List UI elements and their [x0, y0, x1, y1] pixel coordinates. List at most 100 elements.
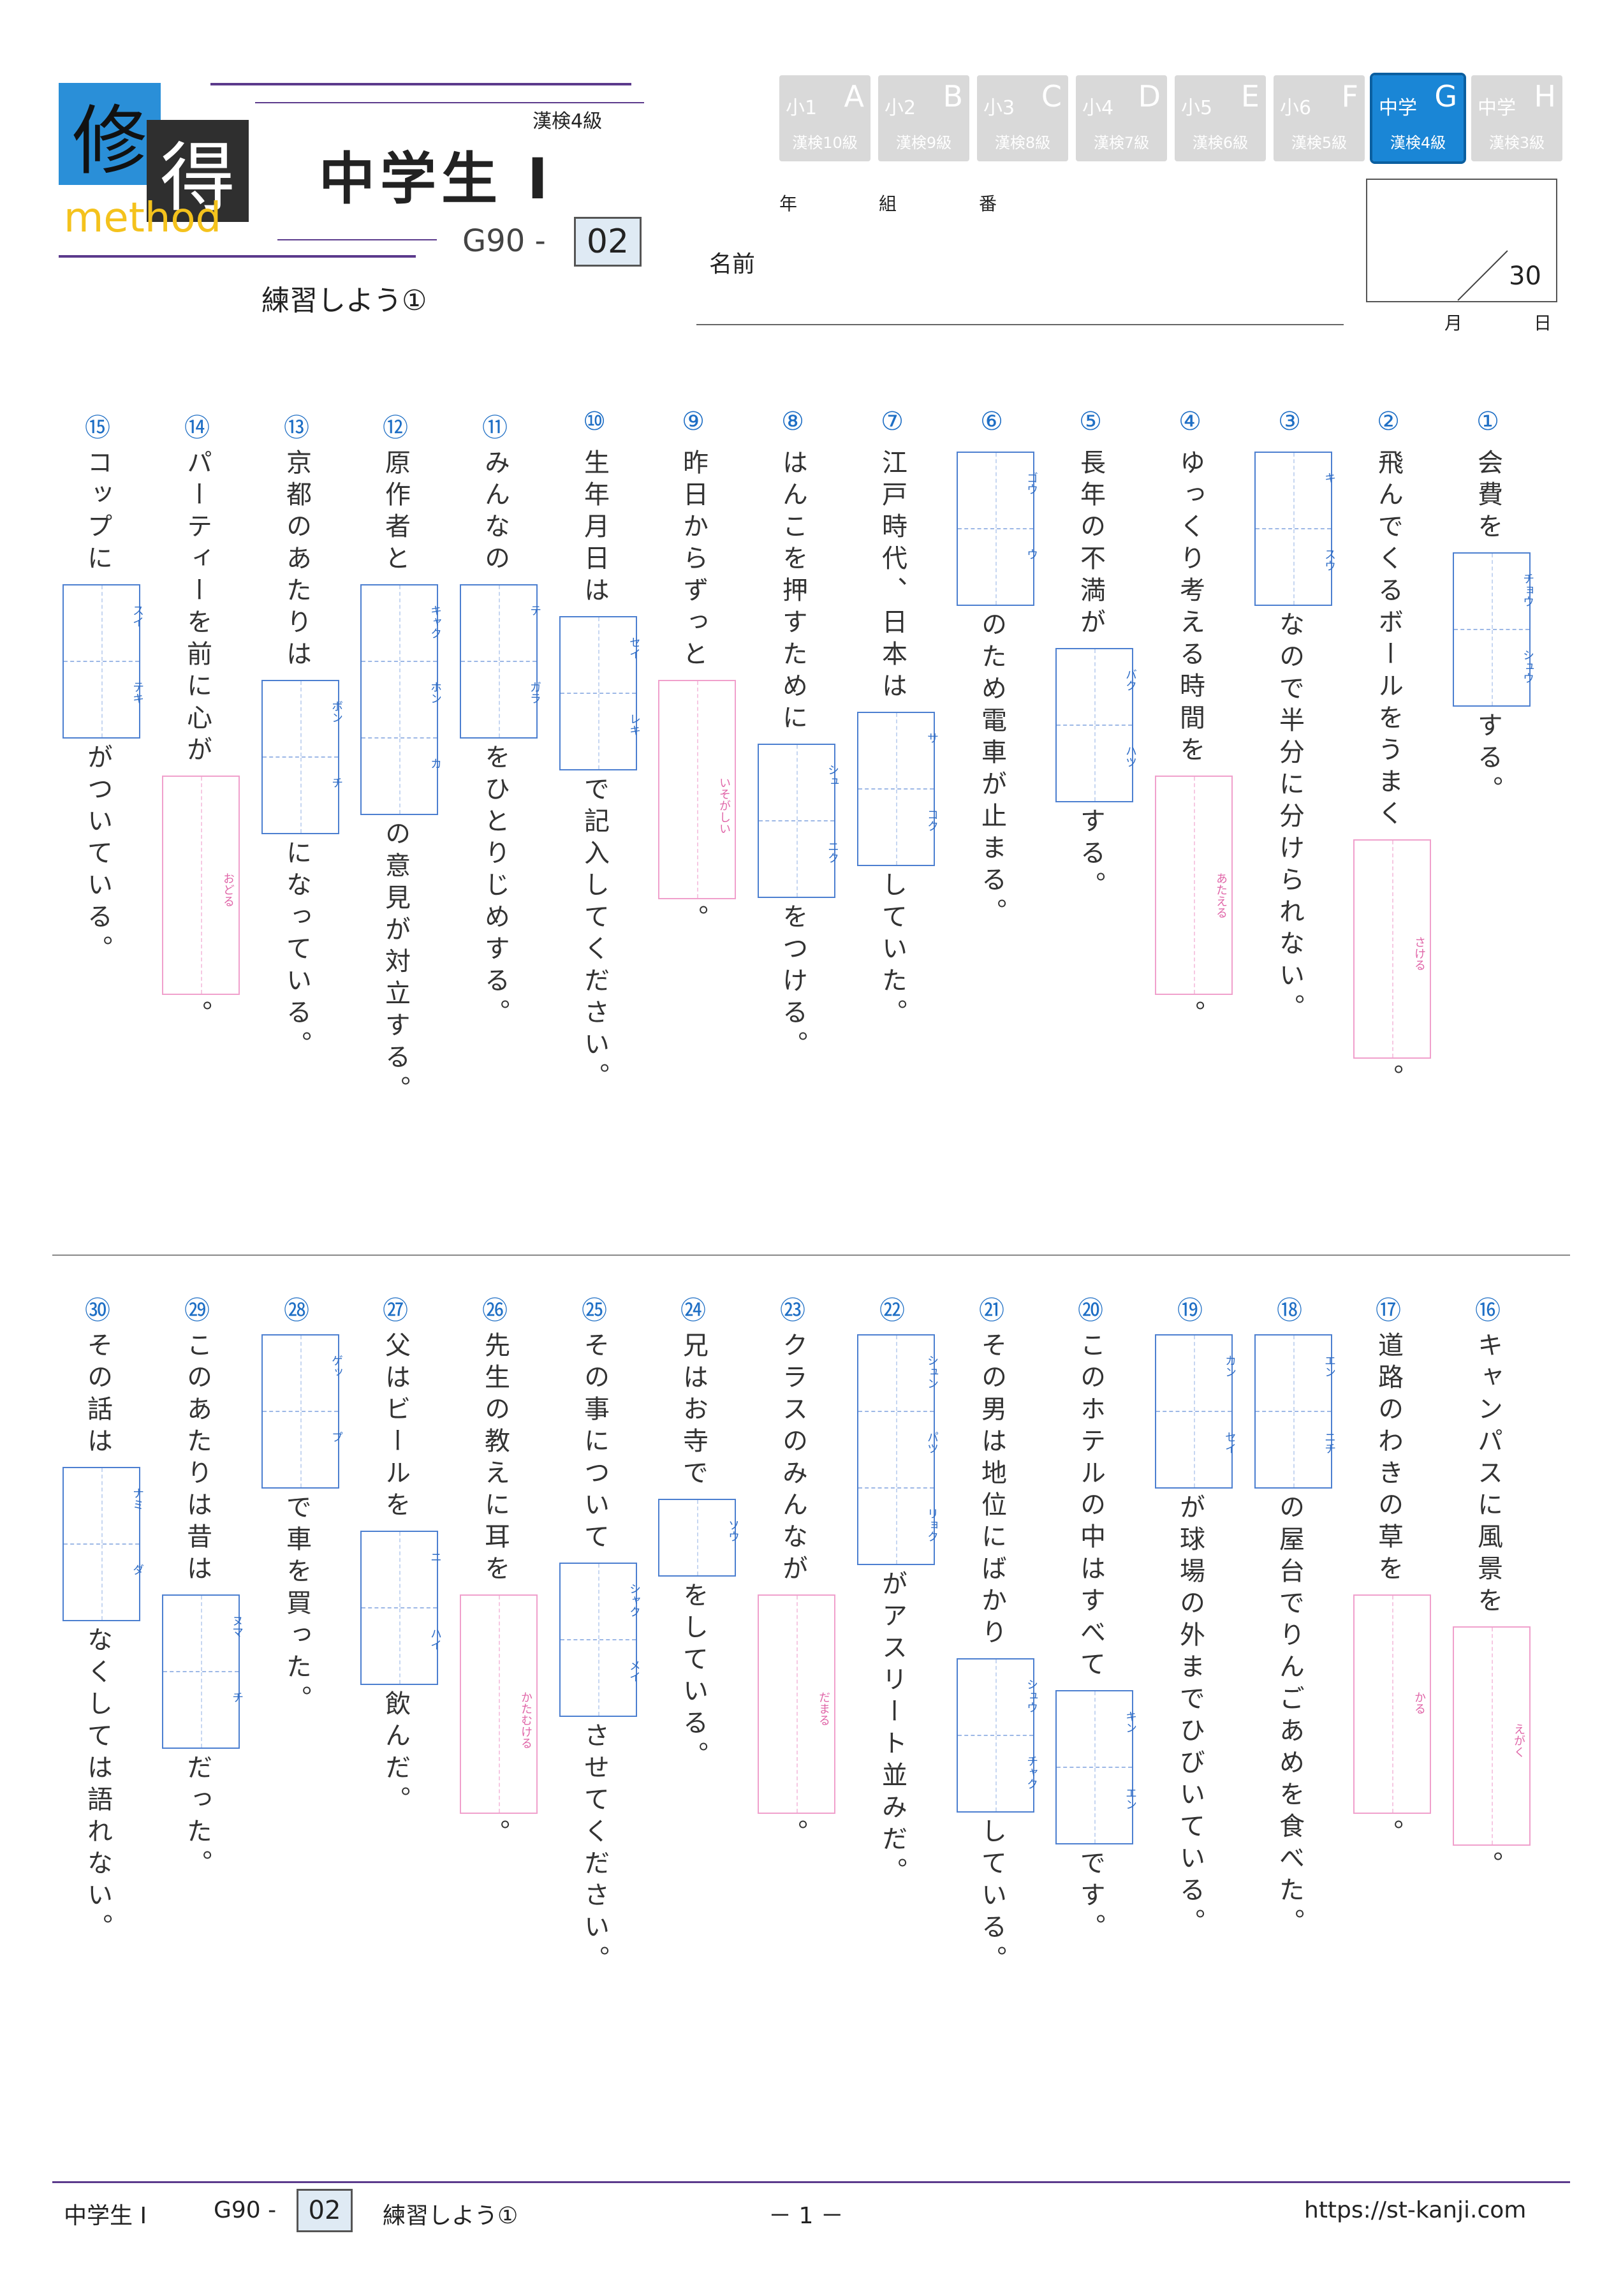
kanji-answer-box[interactable]: キスウ	[1254, 452, 1336, 606]
kanji-cell[interactable]: チ	[163, 1672, 244, 1748]
kanji-answer-box[interactable]: ボンチ	[261, 680, 343, 834]
question-text: 。	[1374, 1064, 1403, 1096]
kanji-answer-box[interactable]: ソウ	[658, 1499, 740, 1577]
level-badge-a[interactable]: 小1 A 漢検10級	[779, 75, 870, 161]
kanji-answer-box[interactable]: セイレキ	[559, 616, 641, 770]
kanji-cell[interactable]: スウ	[1256, 529, 1336, 605]
kanji-cell[interactable]: キャク	[362, 585, 442, 662]
kanji-cell[interactable]: ニ	[362, 1532, 442, 1608]
kanji-cell[interactable]: カン	[1156, 1336, 1237, 1412]
question-text: みんなの	[480, 449, 510, 577]
kanji-cell[interactable]: ニチ	[1256, 1412, 1336, 1487]
kanji-answer-box[interactable]: ナミダ	[62, 1467, 144, 1621]
kanji-cell[interactable]: リョク	[858, 1489, 939, 1564]
kanji-answer-box[interactable]: バク ハツ	[1055, 648, 1137, 802]
okurigana-answer-box[interactable]: おどる	[162, 776, 240, 995]
kanji-cell[interactable]: ヌマ	[163, 1596, 244, 1672]
reading-hint: シュウ	[1521, 649, 1534, 684]
reading-hint: カ	[429, 758, 442, 769]
kanji-cell[interactable]: ウ	[958, 529, 1038, 605]
kanji-cell[interactable]: カ	[362, 739, 442, 814]
kanji-answer-box[interactable]: ゴウウ	[957, 452, 1038, 606]
kanji-cell[interactable]: ゲッ	[263, 1336, 343, 1412]
level-badge-e[interactable]: 小5 E 漢検6級	[1175, 75, 1266, 161]
kanji-cell[interactable]: サ	[858, 713, 939, 790]
kanji-answer-box[interactable]: チョウシュウ	[1453, 552, 1534, 707]
kanji-cell[interactable]: ホン	[362, 662, 442, 739]
question-text: なので半分に分けられない。	[1275, 611, 1304, 1026]
kanji-cell[interactable]: ゴウ	[958, 453, 1038, 529]
kanji-cell[interactable]: シュ	[759, 745, 839, 821]
okurigana-answer-box[interactable]: さける	[1353, 839, 1431, 1059]
kanji-answer-box[interactable]: キン エン	[1055, 1690, 1137, 1844]
kanji-cell[interactable]: プ	[263, 1412, 343, 1487]
kanji-cell[interactable]: テ	[461, 585, 541, 662]
kanji-cell[interactable]: コク	[858, 790, 939, 865]
level-badge-b[interactable]: 小2 B 漢検9級	[878, 75, 969, 161]
kanji-cell[interactable]: シャク	[561, 1564, 641, 1640]
kanji-cell[interactable]: ハツ	[1057, 726, 1137, 801]
kanji-answer-box[interactable]: エン ニチ	[1254, 1334, 1336, 1489]
kanji-cell[interactable]: テキ	[64, 662, 144, 737]
level-badge-f[interactable]: 小6 F 漢検5級	[1274, 75, 1365, 161]
name-underline[interactable]	[696, 324, 1344, 325]
subtitle: 練習しよう①	[261, 284, 427, 317]
okurigana-answer-box[interactable]: だまる	[758, 1594, 835, 1814]
okurigana-answer-box[interactable]: かる	[1353, 1594, 1431, 1814]
level-badge-g[interactable]: 中学 G 漢検4級	[1370, 73, 1466, 164]
footer-subtitle: 練習しよう①	[383, 2203, 518, 2229]
okurigana-answer-box[interactable]: あたえる	[1155, 776, 1233, 995]
okurigana-answer-box[interactable]: かたむける	[460, 1594, 538, 1814]
kanji-cell[interactable]: チ	[263, 758, 343, 833]
okurigana-answer-box[interactable]: いそがしい	[658, 680, 736, 899]
kanji-cell[interactable]: ガラ	[461, 662, 541, 737]
kanji-cell[interactable]: シュン	[858, 1336, 939, 1412]
kanji-cell[interactable]: シュウ	[958, 1659, 1038, 1736]
kanji-cell[interactable]: エン	[1256, 1336, 1336, 1412]
question-number: ㉒	[879, 1296, 905, 1325]
kanji-cell[interactable]: チョウ	[1454, 554, 1534, 630]
kanji-answer-box[interactable]: テガラ	[460, 584, 541, 739]
kanji-cell[interactable]: エン	[1057, 1768, 1137, 1843]
kanji-cell[interactable]: ソウ	[659, 1500, 740, 1575]
logo-char1: 修	[59, 83, 161, 185]
kanji-answer-box[interactable]: ヌマチ	[162, 1594, 244, 1749]
kanji-answer-box[interactable]: スイ テキ	[62, 584, 144, 739]
section-divider	[52, 1255, 1570, 1256]
kanji-cell[interactable]: ニク	[759, 821, 839, 897]
kanji-cell[interactable]: キ	[1256, 453, 1336, 529]
kanji-answer-box[interactable]: ニハイ	[360, 1531, 442, 1685]
score-box[interactable]: 30	[1366, 179, 1557, 302]
site-url[interactable]: https://st-kanji.com	[1304, 2197, 1527, 2223]
level-badge-c[interactable]: 小3 C 漢検8級	[977, 75, 1068, 161]
kanji-cell[interactable]: レキ	[561, 694, 641, 769]
kanji-cell[interactable]: ナミ	[64, 1468, 144, 1545]
level-badge-d[interactable]: 小4 D 漢検7級	[1076, 75, 1167, 161]
kanji-cell[interactable]: ダ	[64, 1545, 144, 1620]
kanji-answer-box[interactable]: シュン パツ リョク	[857, 1334, 939, 1565]
question-number: ④	[1179, 407, 1201, 436]
kanji-cell[interactable]: セイ	[1156, 1412, 1237, 1487]
kanji-cell[interactable]: ハイ	[362, 1608, 442, 1684]
kanji-answer-box[interactable]: シャク メイ	[559, 1563, 641, 1717]
question-text: はんこを押すために	[778, 449, 807, 736]
kanji-answer-box[interactable]: シュウ チャク	[957, 1658, 1038, 1813]
kanji-cell[interactable]: パツ	[858, 1412, 939, 1489]
kanji-answer-box[interactable]: ゲップ	[261, 1334, 343, 1489]
kanji-cell[interactable]: シュウ	[1454, 630, 1534, 705]
kanji-cell[interactable]: メイ	[561, 1640, 641, 1716]
level-badge-h[interactable]: 中学 H 漢検3級	[1471, 75, 1562, 161]
kanji-cell[interactable]: チャク	[958, 1736, 1038, 1811]
score-slash	[1457, 250, 1508, 301]
kanji-answer-box[interactable]: カン セイ	[1155, 1334, 1237, 1489]
kanji-answer-box[interactable]: サコク	[857, 712, 939, 866]
kanji-cell[interactable]: セイ	[561, 617, 641, 694]
okurigana-answer-box[interactable]: えがく	[1453, 1626, 1531, 1846]
reading-hint: セイ	[628, 637, 641, 659]
kanji-answer-box[interactable]: シュ ニク	[758, 744, 839, 898]
kanji-cell[interactable]: スイ	[64, 585, 144, 662]
kanji-cell[interactable]: ボン	[263, 681, 343, 758]
kanji-cell[interactable]: キン	[1057, 1691, 1137, 1768]
kanji-answer-box[interactable]: キャク ホンカ	[360, 584, 442, 815]
kanji-cell[interactable]: バク	[1057, 649, 1137, 726]
